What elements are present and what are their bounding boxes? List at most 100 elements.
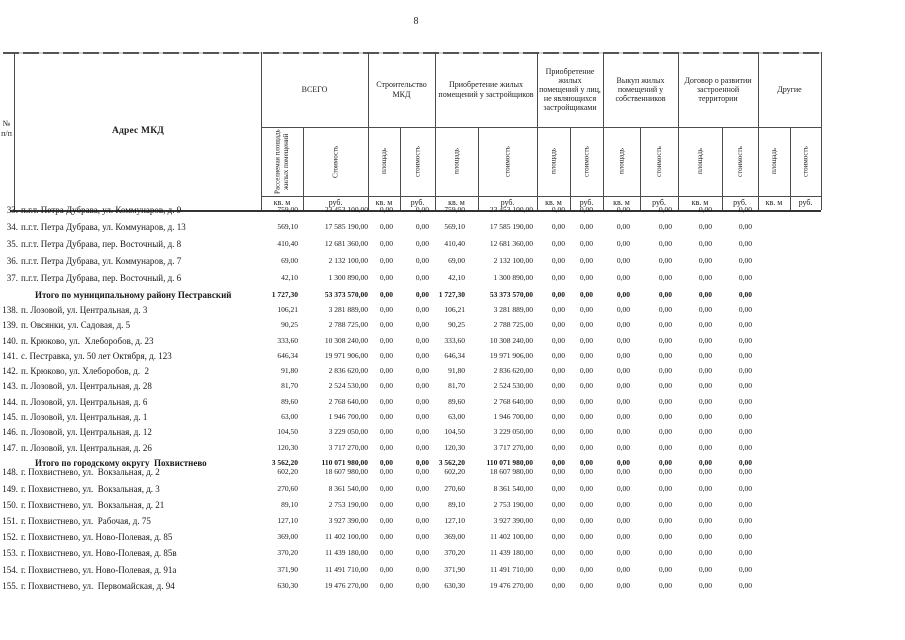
value-cell: 0,00 <box>379 483 393 493</box>
value-cell: 2 132 100,00 <box>493 256 533 265</box>
value-cell: 0,00 <box>698 222 712 231</box>
value-cell: 0,00 <box>698 564 712 574</box>
value-cell: 0,00 <box>415 499 429 509</box>
value-cell: 23 453 100,00 <box>324 205 368 214</box>
value-cell: 0,00 <box>738 564 752 574</box>
address-cell: п. Лозовой, ул. Центральная, д. 3 <box>21 305 148 315</box>
value-cell: 0,00 <box>551 381 565 391</box>
row-number: 143. <box>2 381 18 392</box>
value-cell: 17 585 190,00 <box>489 222 533 231</box>
table-row: 155. г. Похвистнево, ул. Первомайская, д.… <box>0 580 840 598</box>
table-row: 36. п.г.т. Петра Дубрава, ул. Коммунаров,… <box>0 256 840 274</box>
value-cell: 0,00 <box>415 205 429 214</box>
value-cell: 0,00 <box>579 335 593 345</box>
value-cell: 3 229 050,00 <box>328 427 368 437</box>
value-cell: 0,00 <box>658 532 672 542</box>
value-cell: 569,10 <box>444 222 465 231</box>
value-cell: 0,00 <box>415 222 429 231</box>
value-cell: 0,00 <box>658 222 672 231</box>
subcolumn-header-cost: стоимость <box>582 146 591 177</box>
row-number: 37. <box>6 273 18 283</box>
value-cell: 53 373 570,00 <box>489 290 533 299</box>
value-cell: 0,00 <box>658 499 672 509</box>
value-cell: 89,60 <box>281 396 298 406</box>
value-cell: 0,00 <box>579 483 593 493</box>
value-cell: 0,00 <box>616 396 630 406</box>
value-cell: 569,10 <box>277 222 298 231</box>
value-cell: 18 607 980,00 <box>324 467 368 477</box>
subcolumn-header-cost: стоимость <box>654 146 663 177</box>
column-group-header: ВСЕГО <box>301 84 328 94</box>
value-cell: 0,00 <box>698 320 712 330</box>
grid-line <box>400 127 401 210</box>
row-number: 140. <box>2 335 18 346</box>
value-cell: 0,00 <box>738 499 752 509</box>
grid-line <box>537 52 538 210</box>
num-column-header: № п/п <box>0 112 13 146</box>
value-cell: 0,00 <box>738 532 752 542</box>
value-cell: 0,00 <box>379 256 393 265</box>
value-cell: 127,10 <box>444 516 465 526</box>
value-cell: 89,10 <box>281 499 298 509</box>
table-row: 142. п. Крюково, ул. Хлеборобов, д. 2 91,8… <box>0 366 840 382</box>
unit-label-sqm: кв. м <box>375 198 393 208</box>
grid-line <box>261 196 821 197</box>
value-cell: 0,00 <box>579 350 593 360</box>
row-number: 142. <box>2 366 18 377</box>
value-cell: 0,00 <box>415 467 429 477</box>
value-cell: 1 946 700,00 <box>493 412 533 422</box>
value-cell: 0,00 <box>415 580 429 590</box>
value-cell: 0,00 <box>551 499 565 509</box>
value-cell: 0,00 <box>658 564 672 574</box>
value-cell: 0,00 <box>658 381 672 391</box>
value-cell: 0,00 <box>551 467 565 477</box>
subcolumn-header-cost: стоимость <box>503 146 512 177</box>
value-cell: 0,00 <box>415 256 429 265</box>
value-cell: 0,00 <box>379 320 393 330</box>
address-cell: п.г.т. Петра Дубрава, ул. Коммунаров, д.… <box>21 205 182 215</box>
value-cell: 0,00 <box>551 442 565 452</box>
value-cell: 0,00 <box>698 381 712 391</box>
value-cell: 0,00 <box>616 516 630 526</box>
value-cell: 333,60 <box>277 335 298 345</box>
value-cell: 0,00 <box>658 483 672 493</box>
grid-line <box>640 127 641 210</box>
value-cell: 0,00 <box>579 442 593 452</box>
value-cell: 69,00 <box>281 256 298 265</box>
table-row: 153. г. Похвистнево, ул. Ново-Полевая, д.… <box>0 549 840 565</box>
value-cell: 0,00 <box>698 427 712 437</box>
value-cell: 0,00 <box>415 335 429 345</box>
address-cell: п. Крюково, ул. Хлеборобов, д. 2 <box>21 366 149 377</box>
value-cell: 371,90 <box>444 564 465 574</box>
value-cell: 2 788 725,00 <box>493 320 533 330</box>
grid-line <box>303 127 304 210</box>
value-cell: 19 971 906,00 <box>324 350 368 360</box>
value-cell: 0,00 <box>738 256 752 265</box>
value-cell: 0,00 <box>658 335 672 345</box>
row-number: 35. <box>6 239 18 249</box>
subcolumn-header-cost: стоимость <box>413 146 422 177</box>
value-cell: 11 491 710,00 <box>490 564 533 574</box>
value-cell: 106,21 <box>277 305 298 314</box>
value-cell: 270,60 <box>277 483 298 493</box>
value-cell: 0,00 <box>579 516 593 526</box>
value-cell: 0,00 <box>415 564 429 574</box>
value-cell: 0,00 <box>658 427 672 437</box>
value-cell: 0,00 <box>738 366 752 376</box>
value-cell: 1 727,30 <box>271 290 298 299</box>
value-cell: 0,00 <box>616 499 630 509</box>
value-cell: 0,00 <box>379 305 393 314</box>
value-cell: 0,00 <box>551 580 565 590</box>
value-cell: 0,00 <box>379 427 393 437</box>
address-cell: г. Похвистнево, ул. Первомайская, д. 94 <box>21 580 175 591</box>
value-cell: 23 453 100,00 <box>489 205 533 214</box>
value-cell: 3 717 270,00 <box>493 442 533 452</box>
value-cell: 0,00 <box>415 396 429 406</box>
value-cell: 0,00 <box>551 239 565 248</box>
row-number: 146. <box>2 427 18 438</box>
address-cell: п. Лозовой, ул. Центральная, д. 26 <box>21 442 152 453</box>
value-cell: 1 727,30 <box>438 290 465 299</box>
value-cell: 0,00 <box>579 205 593 214</box>
grid-line <box>570 127 571 210</box>
